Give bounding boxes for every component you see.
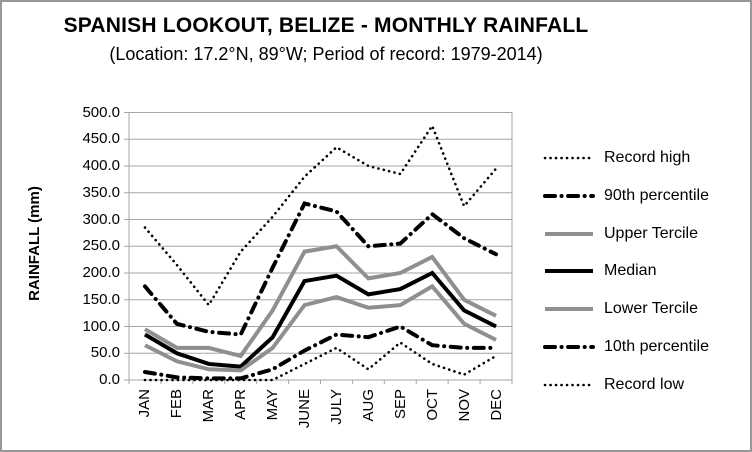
series-line-90th-percentile — [142, 201, 499, 337]
x-tick-label-july: JULY — [327, 389, 345, 425]
x-tick-label-oct: OCT — [423, 389, 441, 421]
series-line-median — [143, 270, 497, 369]
legend-line-sample — [543, 383, 595, 387]
x-tick-label-sep: SEP — [391, 389, 409, 420]
legend-item: Lower Tercile — [543, 297, 748, 321]
plot-border — [128, 112, 513, 381]
x-tick-label-june: JUNE — [296, 389, 314, 429]
legend-item: Median — [543, 259, 748, 283]
legend-item: Upper Tercile — [543, 222, 748, 246]
legend-label: 10th percentile — [604, 338, 709, 356]
x-tick-label-feb: FEB — [168, 389, 186, 419]
legend-line-sample — [543, 345, 595, 350]
y-tick-label: 0.0 — [99, 371, 120, 388]
y-tick-label: 400.0 — [82, 157, 120, 174]
legend-label: 90th percentile — [604, 186, 709, 204]
legend-line-sample — [543, 193, 595, 198]
y-tick-label: 200.0 — [82, 264, 120, 281]
chart-legend: Record high 90th percentile Upper Tercile M… — [543, 146, 748, 397]
x-tick-label-aug: AUG — [359, 389, 377, 422]
x-tick-label-dec: DEC — [487, 389, 505, 421]
legend-item: Record high — [543, 146, 748, 170]
series-line-lower-tercile — [144, 283, 497, 373]
legend-line-sample — [545, 307, 593, 312]
legend-line-sample — [545, 231, 593, 236]
legend-item: Record low — [543, 373, 748, 397]
chart-subtitle: (Location: 17.2°N, 89°W; Period of recor… — [109, 44, 543, 64]
y-tick-label: 300.0 — [82, 210, 120, 228]
legend-item: 90th percentile — [543, 184, 748, 208]
legend-line-sample — [543, 156, 595, 160]
legend-label: Record low — [604, 375, 685, 393]
y-tick-label: 500.0 — [82, 103, 120, 121]
y-tick-label: 50.0 — [90, 344, 120, 362]
y-tick-label: 150.0 — [82, 290, 120, 308]
legend-label: Upper Tercile — [604, 224, 698, 242]
x-tick-label-mar: MAR — [200, 389, 218, 423]
x-tick-label-apr: APR — [232, 389, 250, 420]
y-axis-title: RAINFALL (mm) — [26, 186, 43, 301]
x-tick-label-jan: JAN — [136, 389, 154, 418]
legend-item: 10th percentile — [543, 335, 748, 359]
x-tick-label-may: MAY — [264, 389, 282, 421]
legend-label: Lower Tercile — [604, 300, 698, 318]
legend-line-sample — [545, 269, 593, 274]
y-tick-label: 100.0 — [82, 317, 120, 335]
series-line-record-low — [143, 340, 498, 382]
legend-label: Median — [604, 262, 657, 280]
series-line-record-high — [143, 123, 498, 308]
y-tick-label: 350.0 — [82, 183, 120, 201]
legend-label: Record high — [604, 149, 691, 166]
y-tick-label: 250.0 — [82, 237, 120, 255]
chart-title: SPANISH LOOKOUT, BELIZE - MONTHLY RAINFA… — [63, 14, 589, 37]
series-line-10th-percentile — [142, 324, 499, 381]
y-tick-label: 450.0 — [82, 130, 120, 148]
x-tick-label-nov: NOV — [455, 389, 473, 422]
series-line-upper-tercile — [143, 244, 497, 359]
